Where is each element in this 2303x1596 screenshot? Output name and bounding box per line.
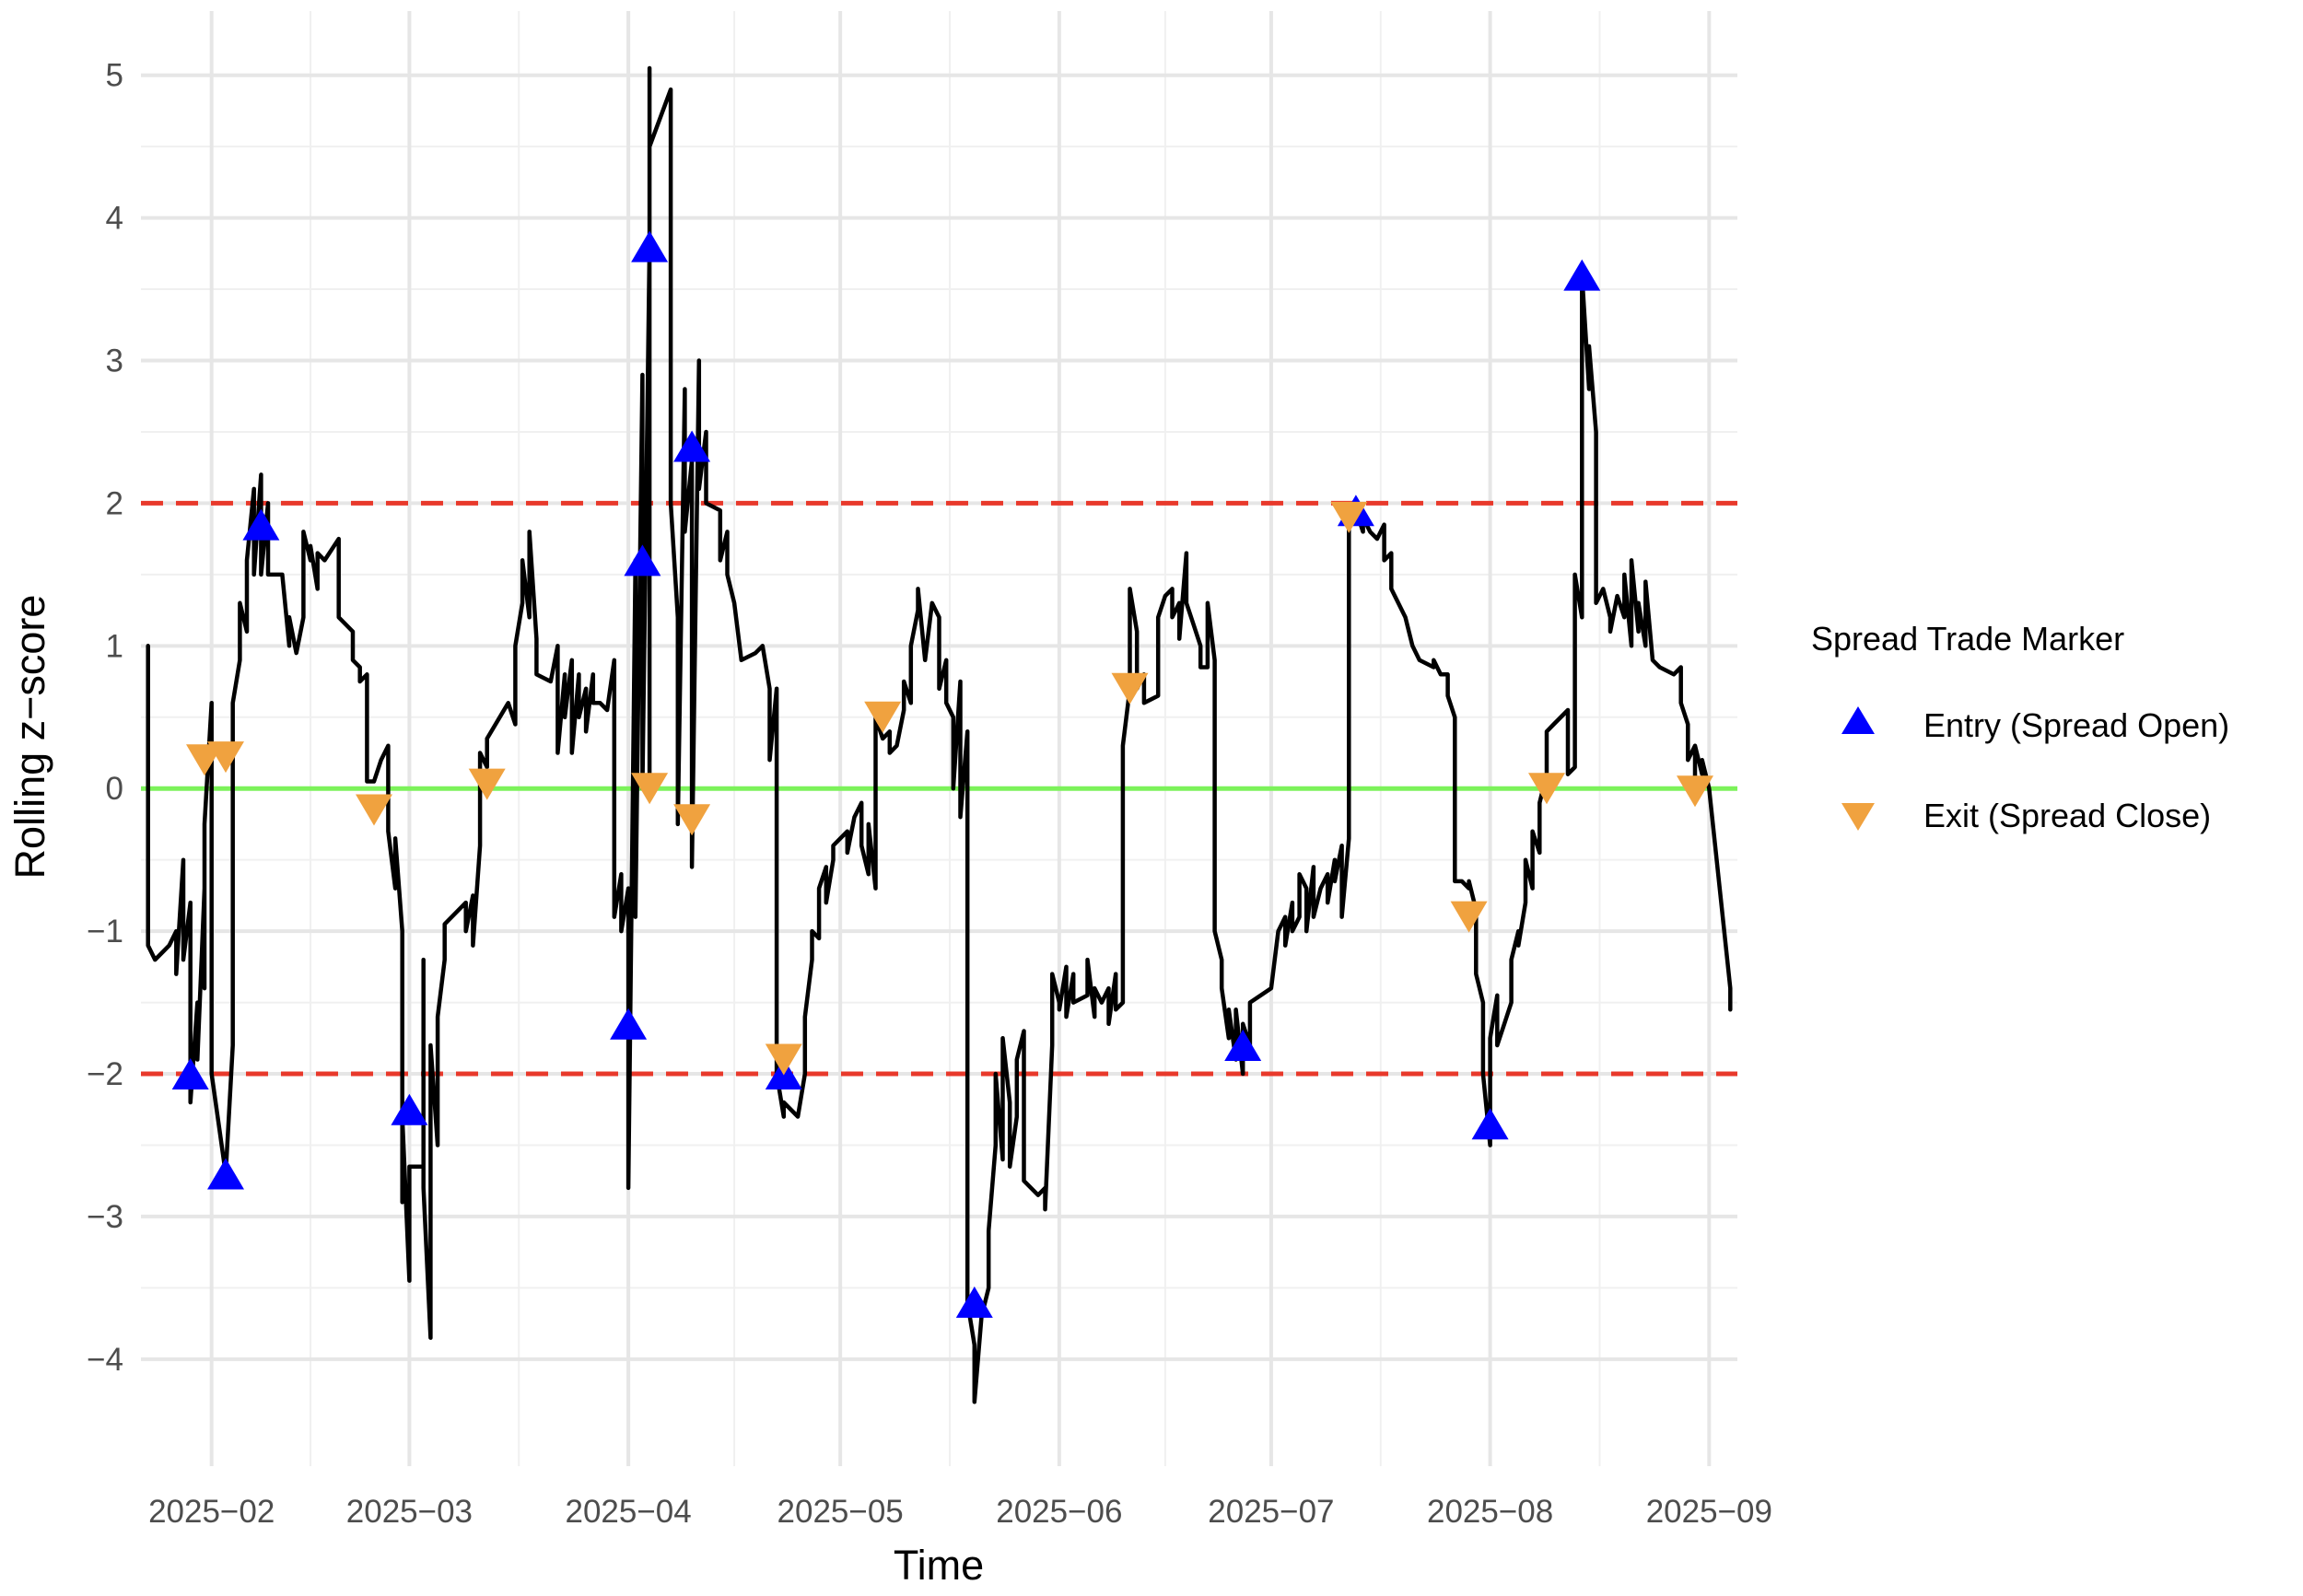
entry-marker <box>391 1093 428 1125</box>
legend-exit-triangle-icon <box>1841 803 1875 831</box>
legend: Spread Trade Marker Entry (Spread Open) … <box>1811 620 2229 834</box>
x-tick-label: 2025−03 <box>346 1494 473 1530</box>
exit-marker <box>356 794 392 826</box>
exit-marker <box>207 741 244 774</box>
legend-entry-label: Entry (Spread Open) <box>1923 706 2229 744</box>
major-gridlines <box>141 11 1737 1466</box>
y-tick-label: 5 <box>106 58 123 94</box>
exit-marker <box>468 768 506 800</box>
y-tick-label: 4 <box>106 201 123 237</box>
exit-marker <box>631 773 669 805</box>
y-tick-label: 3 <box>106 344 123 379</box>
entry-marker <box>631 230 669 262</box>
entry-marker <box>624 544 661 577</box>
exit-marker <box>864 701 902 733</box>
exit-marker <box>765 1043 802 1076</box>
y-tick-label: −2 <box>87 1056 123 1092</box>
trade-markers <box>171 230 1713 1318</box>
legend-title: Spread Trade Marker <box>1811 620 2124 658</box>
entry-marker <box>1563 259 1601 291</box>
exit-marker <box>1528 773 1565 805</box>
entry-marker <box>673 430 711 462</box>
y-tick-label: 0 <box>106 771 123 807</box>
x-tick-label: 2025−05 <box>777 1494 904 1530</box>
x-axis: 2025−02 2025−03 2025−04 2025−05 2025−06 2025−… <box>148 1494 1772 1530</box>
x-tick-label: 2025−08 <box>1427 1494 1553 1530</box>
exit-marker <box>673 804 711 836</box>
x-axis-title: Time <box>894 1542 984 1589</box>
entry-marker <box>1224 1030 1262 1061</box>
entry-marker <box>207 1158 244 1190</box>
exit-marker <box>1330 501 1368 533</box>
x-tick-label: 2025−09 <box>1646 1494 1772 1530</box>
entry-marker <box>171 1058 209 1089</box>
y-tick-label: −1 <box>87 914 123 949</box>
x-tick-label: 2025−06 <box>996 1494 1122 1530</box>
exit-marker <box>1677 775 1713 808</box>
y-tick-label: −3 <box>87 1199 123 1235</box>
y-axis-title: Rolling z−score <box>6 595 53 880</box>
reference-lines <box>141 500 1737 1077</box>
zscore-series <box>146 65 1733 1404</box>
legend-item-entry: Entry (Spread Open) <box>1841 706 2229 744</box>
y-axis: 5 4 3 2 1 0 −1 −2 −3 −4 <box>87 58 123 1378</box>
entry-marker <box>1471 1108 1509 1140</box>
minor-gridlines <box>141 11 1737 1466</box>
exit-marker <box>1111 672 1149 705</box>
entry-marker <box>955 1286 993 1318</box>
x-tick-label: 2025−04 <box>565 1494 691 1530</box>
y-tick-label: 1 <box>106 628 123 664</box>
y-tick-label: 2 <box>106 485 123 521</box>
legend-exit-label: Exit (Spread Close) <box>1923 797 2211 834</box>
zscore-line <box>146 65 1733 1404</box>
entry-marker <box>610 1008 648 1040</box>
legend-entry-triangle-icon <box>1841 706 1875 734</box>
x-tick-label: 2025−02 <box>148 1494 275 1530</box>
entry-marker <box>242 508 280 541</box>
legend-item-exit: Exit (Spread Close) <box>1841 797 2211 834</box>
exit-marker <box>1450 901 1488 933</box>
y-tick-label: −4 <box>87 1342 123 1378</box>
x-tick-label: 2025−07 <box>1208 1494 1334 1530</box>
